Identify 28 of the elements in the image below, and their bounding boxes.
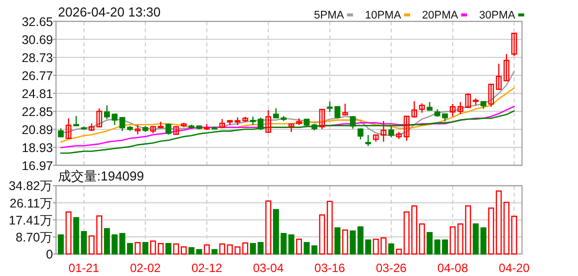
y-tick-label: 17.41万 [8, 213, 53, 228]
legend-label: 5PMA [314, 9, 345, 22]
y-tick-label: 22.85 [22, 104, 54, 119]
legend-label: 10PMA [364, 9, 402, 22]
y-tick-label: 20.89 [22, 122, 54, 137]
y-tick-label: 8.70万 [16, 230, 53, 244]
y-tick-label: 28.73 [22, 50, 54, 65]
x-tick-label: 02-12 [191, 261, 222, 275]
x-tick-label: 03-26 [376, 261, 407, 275]
x-tick-label: 02-02 [130, 261, 162, 275]
x-tick-label: 04-08 [437, 261, 468, 275]
chart-title: 2026-04-20 13:30 [58, 4, 161, 20]
x-tick-label: 01-21 [68, 261, 100, 275]
x-tick-label: 03-16 [314, 261, 346, 275]
y-tick-label: 26.77 [22, 68, 54, 83]
y-tick-label: 32.65 [22, 14, 54, 29]
y-tick-label: 26.11万 [10, 196, 53, 210]
y-tick-label: 16.97 [22, 158, 54, 173]
x-tick-label: 03-04 [252, 261, 284, 275]
x-tick-label: 04-20 [498, 261, 530, 275]
y-tick-label: 24.81 [22, 86, 54, 101]
y-tick-label: 18.93 [22, 140, 54, 155]
chart-title: 成交量:194099 [58, 168, 144, 184]
legend-label: 20PMA [422, 9, 459, 22]
legend-label: 30PMA [479, 9, 516, 22]
y-tick-label: 34.82万 [8, 179, 53, 194]
y-tick-label: 30.69 [22, 32, 54, 47]
y-tick-label: 0 [46, 248, 54, 262]
